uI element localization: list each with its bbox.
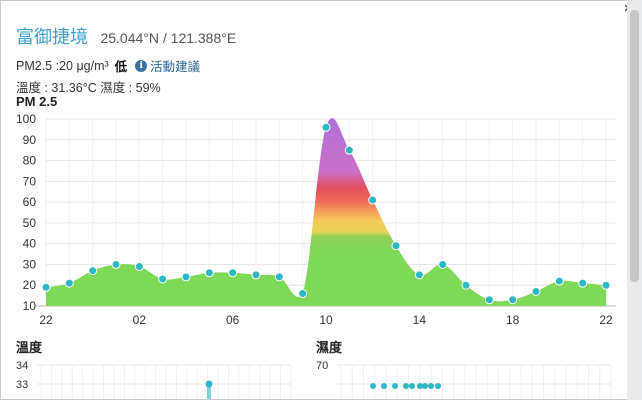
x-tick-label: 10 bbox=[319, 313, 333, 327]
temp-data-point bbox=[205, 380, 213, 388]
data-point bbox=[251, 270, 261, 280]
pm25-reading: PM2.5 :20 μg/m³ bbox=[16, 58, 109, 73]
humidity-y-tick-label: 70 bbox=[316, 360, 328, 372]
x-axis-labels: 22 02 06 10 14 18 22 bbox=[39, 313, 613, 327]
data-point bbox=[41, 282, 51, 292]
data-point bbox=[461, 280, 471, 290]
humidity-data-point bbox=[403, 383, 409, 389]
y-tick-label: 40 bbox=[23, 237, 37, 251]
y-axis-labels: 10 20 30 40 50 60 70 80 90 100 bbox=[16, 112, 36, 313]
site-name: 富御捷境 bbox=[16, 27, 88, 47]
data-point bbox=[298, 289, 308, 299]
humidity-data-point bbox=[381, 383, 387, 389]
popup-header: 富御捷境 25.044°N / 121.388°E bbox=[16, 23, 236, 49]
humidity-data-point bbox=[409, 383, 415, 389]
data-point bbox=[344, 145, 354, 155]
data-point bbox=[601, 280, 611, 290]
temp-humidity-text: 溫度 : 31.36°C 濕度 : 59% bbox=[16, 81, 161, 95]
data-point bbox=[484, 295, 494, 305]
pm25-level: 低 bbox=[114, 60, 128, 74]
scrollbar-thumb[interactable] bbox=[630, 10, 639, 282]
y-tick-label: 30 bbox=[23, 257, 37, 271]
data-point bbox=[438, 259, 448, 269]
humidity-data-point bbox=[370, 383, 376, 389]
pm25-summary: PM2.5 :20 μg/m³ 低 i 活動建議 bbox=[16, 56, 200, 75]
y-tick-label: 60 bbox=[23, 195, 37, 209]
humidity-data-point bbox=[392, 383, 398, 389]
data-point bbox=[88, 266, 98, 276]
data-point bbox=[228, 268, 238, 278]
pm25-chart-title: PM 2.5 bbox=[16, 94, 58, 109]
data-point bbox=[414, 270, 424, 280]
humidity-data-point bbox=[428, 383, 434, 389]
data-point bbox=[321, 122, 331, 132]
x-tick-label: 06 bbox=[226, 313, 240, 327]
data-point bbox=[64, 278, 74, 288]
y-tick-label: 80 bbox=[23, 154, 37, 168]
y-tick-label: 10 bbox=[23, 299, 37, 313]
data-point bbox=[578, 278, 588, 288]
y-tick-label: 100 bbox=[16, 112, 36, 126]
pm25-points bbox=[41, 122, 611, 305]
x-tick-label: 18 bbox=[506, 313, 520, 327]
sub-charts: 34 33 70 bbox=[16, 360, 612, 399]
y-tick-label: 50 bbox=[23, 216, 37, 230]
x-tick-label: 22 bbox=[39, 313, 53, 327]
info-circle-icon[interactable]: i bbox=[135, 59, 148, 72]
close-icon[interactable]: × bbox=[620, 1, 628, 18]
humidity-chart-title: 濕度 bbox=[316, 340, 343, 355]
x-tick-label: 22 bbox=[599, 313, 613, 327]
data-point bbox=[391, 241, 401, 251]
y-tick-label: 20 bbox=[23, 278, 37, 292]
temperature-chart-title: 溫度 bbox=[16, 340, 43, 355]
data-point bbox=[274, 272, 284, 282]
data-point bbox=[508, 295, 518, 305]
humidity-data-point bbox=[422, 383, 428, 389]
data-point bbox=[204, 268, 214, 278]
data-point bbox=[368, 195, 378, 205]
x-tick-label: 02 bbox=[133, 313, 147, 327]
humidity-data-point bbox=[435, 383, 441, 389]
pm25-area-series bbox=[46, 118, 606, 306]
temp-y-tick-label: 33 bbox=[16, 379, 28, 391]
y-tick-label: 70 bbox=[23, 174, 37, 188]
data-point bbox=[158, 274, 168, 284]
data-point bbox=[181, 272, 191, 282]
activity-advice-link[interactable]: 活動建議 bbox=[150, 60, 201, 74]
data-point bbox=[554, 276, 564, 286]
temp-data-bar bbox=[207, 387, 211, 399]
data-point bbox=[134, 262, 144, 272]
humidity-data-point bbox=[417, 383, 423, 389]
data-point bbox=[111, 259, 121, 269]
station-popup: × 富御捷境 25.044°N / 121.388°E PM2.5 :20 μg… bbox=[0, 0, 629, 400]
data-point bbox=[531, 286, 541, 296]
x-tick-label: 14 bbox=[413, 313, 427, 327]
site-coordinates: 25.044°N / 121.388°E bbox=[100, 30, 237, 46]
y-tick-label: 90 bbox=[23, 133, 37, 147]
temp-y-tick-label: 34 bbox=[16, 360, 28, 372]
